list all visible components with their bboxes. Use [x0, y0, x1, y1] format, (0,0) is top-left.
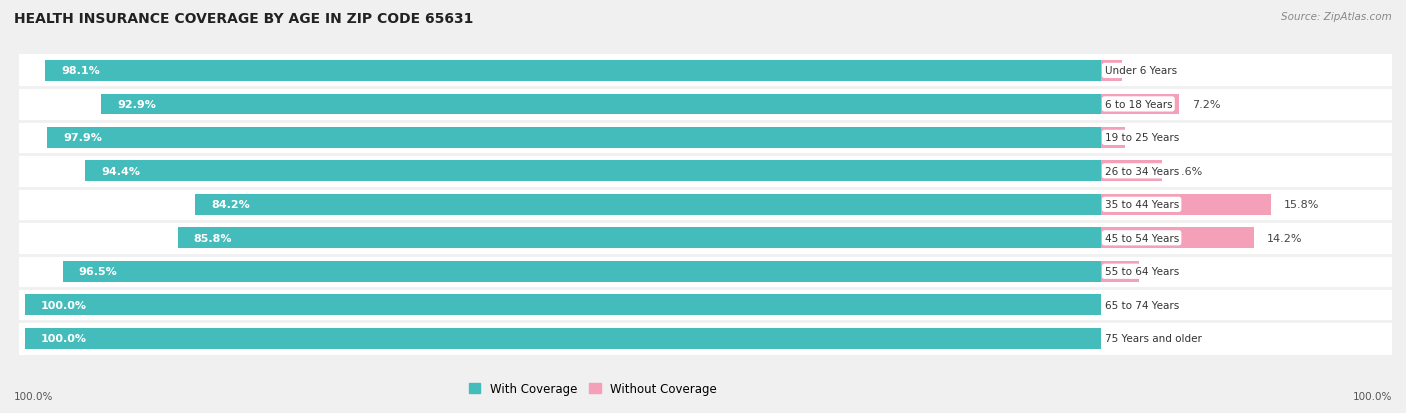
Bar	[1101, 228, 1254, 249]
Text: HEALTH INSURANCE COVERAGE BY AGE IN ZIP CODE 65631: HEALTH INSURANCE COVERAGE BY AGE IN ZIP …	[14, 12, 474, 26]
Text: 100.0%: 100.0%	[41, 300, 87, 310]
Text: 0.0%: 0.0%	[1114, 300, 1143, 310]
Legend: With Coverage, Without Coverage: With Coverage, Without Coverage	[468, 382, 717, 395]
Text: 97.9%: 97.9%	[63, 133, 103, 143]
Text: 5.6%: 5.6%	[1174, 166, 1202, 176]
Text: 100.0%: 100.0%	[14, 391, 53, 401]
Text: 65 to 74 Years: 65 to 74 Years	[1105, 300, 1178, 310]
Text: 1.9%: 1.9%	[1135, 66, 1163, 76]
Text: 7.2%: 7.2%	[1192, 100, 1220, 109]
Bar	[48, 128, 1101, 148]
Text: 100.0%: 100.0%	[1353, 391, 1392, 401]
Text: 96.5%: 96.5%	[79, 267, 117, 277]
Bar	[20, 155, 1392, 188]
Bar	[20, 221, 1392, 255]
Text: 15.8%: 15.8%	[1284, 200, 1320, 210]
Bar	[25, 294, 1101, 316]
Text: 85.8%: 85.8%	[194, 233, 232, 243]
Bar	[177, 228, 1101, 249]
Text: 6 to 18 Years: 6 to 18 Years	[1105, 100, 1173, 109]
Bar	[20, 88, 1392, 121]
Text: Source: ZipAtlas.com: Source: ZipAtlas.com	[1281, 12, 1392, 22]
Text: 100.0%: 100.0%	[41, 333, 87, 343]
Bar	[1101, 94, 1178, 115]
Text: 92.9%: 92.9%	[117, 100, 156, 109]
Text: 84.2%: 84.2%	[211, 200, 250, 210]
Bar	[86, 161, 1101, 182]
Bar	[62, 261, 1101, 282]
Bar	[195, 195, 1101, 215]
Text: 14.2%: 14.2%	[1267, 233, 1302, 243]
Text: 98.1%: 98.1%	[62, 66, 100, 76]
Bar	[1101, 261, 1139, 282]
Bar	[20, 188, 1392, 221]
Text: 94.4%: 94.4%	[101, 166, 141, 176]
Bar	[20, 322, 1392, 355]
Bar	[1101, 61, 1122, 82]
Bar	[20, 121, 1392, 155]
Text: 45 to 54 Years: 45 to 54 Years	[1105, 233, 1178, 243]
Text: 3.5%: 3.5%	[1152, 267, 1180, 277]
Text: 26 to 34 Years: 26 to 34 Years	[1105, 166, 1178, 176]
Bar	[1101, 195, 1271, 215]
Bar	[20, 55, 1392, 88]
Bar	[20, 288, 1392, 322]
Text: Under 6 Years: Under 6 Years	[1105, 66, 1177, 76]
Text: 35 to 44 Years: 35 to 44 Years	[1105, 200, 1178, 210]
Text: 0.0%: 0.0%	[1114, 333, 1143, 343]
Bar	[20, 255, 1392, 288]
Text: 2.2%: 2.2%	[1137, 133, 1167, 143]
Bar	[1101, 128, 1125, 148]
Bar	[25, 328, 1101, 349]
Text: 55 to 64 Years: 55 to 64 Years	[1105, 267, 1178, 277]
Text: 19 to 25 Years: 19 to 25 Years	[1105, 133, 1178, 143]
Bar	[1101, 161, 1161, 182]
Text: 75 Years and older: 75 Years and older	[1105, 333, 1201, 343]
Bar	[101, 94, 1101, 115]
Bar	[45, 61, 1101, 82]
